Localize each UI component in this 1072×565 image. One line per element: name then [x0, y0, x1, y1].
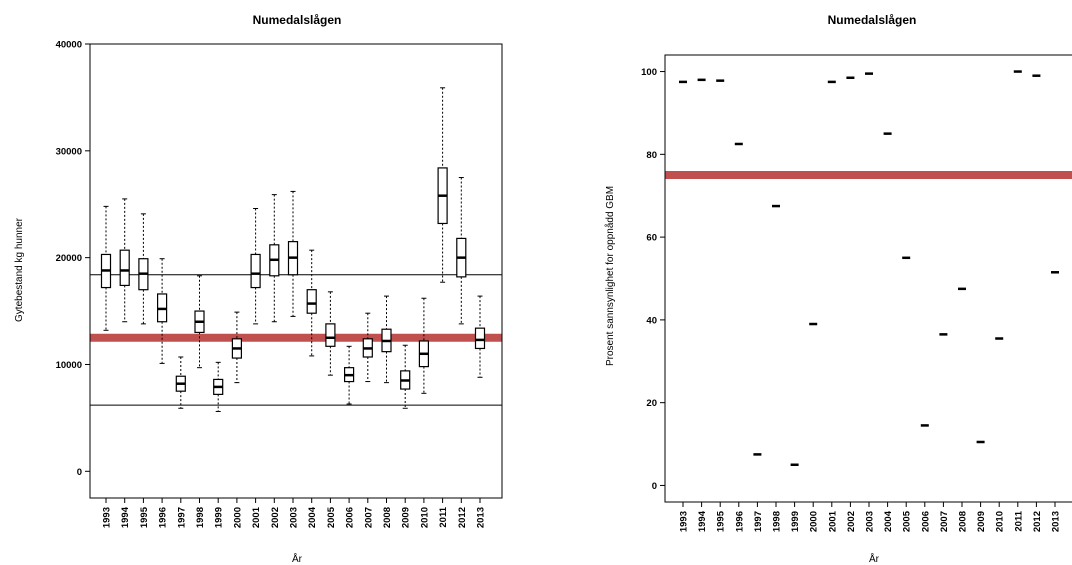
y-tick-label: 20000: [56, 253, 82, 264]
left-chart-title: Numedalslågen: [253, 13, 342, 27]
x-tick-label: 1999: [790, 511, 801, 532]
x-tick-label: 1999: [214, 507, 225, 528]
y-tick-label: 40: [646, 315, 657, 326]
x-tick-label: 2001: [251, 506, 262, 528]
box-iqr: [250, 253, 261, 289]
x-tick-label: 1996: [158, 507, 169, 528]
x-tick-label: 2006: [920, 511, 931, 532]
x-tick-label: 2007: [363, 507, 374, 528]
x-tick-label: 2005: [902, 510, 913, 532]
x-tick-label: 2003: [289, 507, 300, 528]
y-tick-label: 100: [641, 67, 657, 78]
x-tick-label: 2005: [326, 506, 337, 528]
left-x-axis-label: År: [292, 552, 303, 565]
x-tick-label: 2013: [1051, 511, 1062, 532]
x-tick-label: 2006: [345, 507, 356, 528]
x-tick-label: 1994: [697, 510, 708, 532]
x-tick-label: 2011: [1013, 510, 1024, 531]
right-plot-frame: [664, 54, 1072, 503]
box-iqr: [119, 249, 130, 287]
y-tick-label: 30000: [56, 146, 82, 157]
box-2010: [418, 297, 429, 394]
x-tick-label: 1993: [102, 507, 113, 528]
x-tick-label: 1995: [139, 506, 150, 528]
x-tick-label: 1998: [195, 507, 206, 528]
right-chart-title: Numedalslågen: [828, 13, 917, 27]
right-point-series: [679, 70, 1059, 466]
box-2013: [474, 295, 486, 378]
x-tick-label: 2008: [382, 507, 393, 528]
box-iqr: [306, 289, 317, 314]
x-tick-label: 2010: [995, 511, 1006, 532]
x-tick-label: 1993: [679, 511, 690, 532]
box-2007: [362, 312, 373, 383]
box-2002: [269, 194, 280, 323]
x-tick-label: 1994: [120, 506, 131, 528]
x-tick-label: 1995: [716, 510, 727, 532]
left-plot-frame: [89, 43, 503, 499]
box-1997: [175, 356, 186, 409]
box-2009: [400, 344, 411, 409]
y-tick-label: 40000: [56, 40, 82, 51]
box-iqr: [474, 327, 486, 350]
x-tick-label: 2001: [827, 510, 838, 532]
x-tick-label: 2004: [307, 506, 318, 528]
left-chart-boxplot: Numedalslågen År Gytebestand kg hunner 0…: [14, 13, 503, 565]
x-tick-label: 2013: [476, 507, 487, 528]
right-x-axis-label: År: [869, 552, 880, 565]
box-2008: [381, 295, 392, 384]
box-iqr: [325, 323, 336, 347]
x-tick-label: 2004: [883, 510, 894, 532]
y-tick-label: 80: [646, 150, 657, 161]
box-2011: [437, 87, 448, 283]
right-y-axis: 0 20 40 60 80 100: [641, 67, 665, 492]
box-2005: [325, 291, 336, 376]
x-tick-label: 1997: [753, 511, 764, 532]
box-1995: [138, 213, 149, 325]
x-tick-label: 2008: [958, 511, 969, 532]
x-tick-label: 2010: [419, 507, 430, 528]
x-tick-label: 1997: [176, 507, 187, 528]
box-2012: [456, 177, 467, 325]
box-2004: [306, 249, 317, 357]
right-x-axis: 1993 1994 1995 1996 1997 1998 1999 2000 2001 2002…: [679, 502, 1062, 532]
x-tick-label: 1996: [734, 511, 745, 532]
x-tick-label: 2000: [809, 511, 820, 532]
x-tick-label: 2012: [1032, 511, 1043, 532]
x-tick-label: 2012: [457, 507, 468, 528]
x-tick-label: 2009: [401, 507, 412, 528]
box-1998: [194, 275, 205, 369]
right-chart-probability: Numedalslågen År Prosent sannsynlighet f…: [604, 13, 1072, 565]
y-tick-label: 0: [652, 481, 657, 492]
y-tick-label: 0: [77, 467, 82, 478]
y-tick-label: 10000: [56, 360, 82, 371]
x-tick-label: 2007: [939, 511, 950, 532]
x-tick-label: 1998: [772, 511, 783, 532]
left-box-series: [100, 87, 486, 412]
x-tick-label: 2002: [846, 511, 857, 532]
box-1999: [213, 361, 224, 412]
right-y-axis-label: Prosent sannsynlighet for oppnådd GBM: [604, 186, 616, 366]
y-tick-label: 60: [646, 233, 657, 244]
x-tick-label: 2003: [865, 511, 876, 532]
x-tick-label: 2000: [232, 507, 243, 528]
left-y-axis-label: Gytebestand kg hunner: [14, 217, 25, 322]
x-tick-label: 2002: [270, 507, 281, 528]
left-x-axis: 1993 1994 1995 1996 1997 1998 1999 2000 2001 2002…: [102, 498, 487, 528]
x-tick-label: 2009: [976, 511, 987, 532]
left-y-axis: 0 10000 20000 30000 40000: [56, 40, 90, 478]
x-tick-label: 2011: [438, 506, 449, 527]
box-2001: [250, 208, 261, 325]
box-2000: [231, 311, 242, 384]
box-1996: [157, 258, 168, 364]
left-reference-lines: [90, 274, 502, 406]
box-1993: [100, 205, 112, 331]
box-1994: [119, 198, 130, 323]
y-tick-label: 20: [646, 398, 657, 409]
box-2006: [344, 345, 355, 405]
box-2003: [287, 190, 299, 317]
